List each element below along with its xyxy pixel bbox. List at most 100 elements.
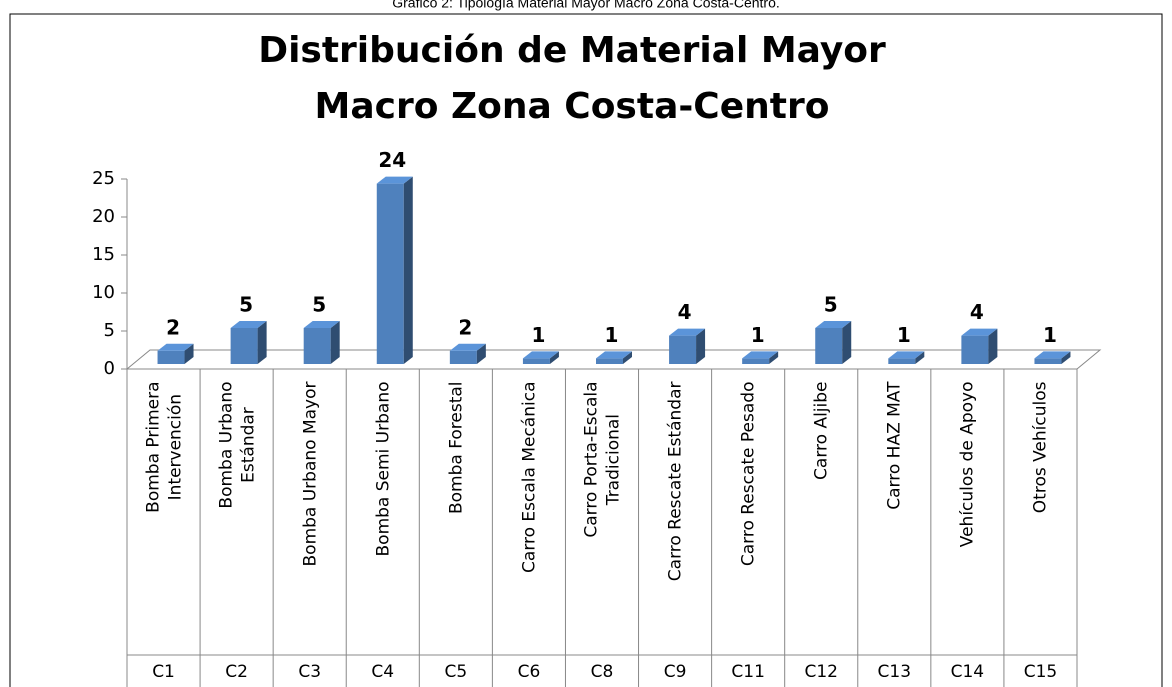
- category-code: C4: [371, 662, 394, 682]
- bar-face: [330, 321, 340, 364]
- bar: [669, 328, 706, 364]
- y-tick-label: 15: [92, 244, 115, 265]
- y-tick-label: 10: [92, 282, 115, 303]
- x-tick-label: Carro Aljibe: [811, 381, 832, 480]
- data-label: 1: [1043, 323, 1057, 347]
- bar-face: [842, 321, 852, 364]
- bar: [157, 343, 194, 364]
- y-tick-label: 5: [104, 320, 115, 341]
- category-code: C2: [225, 662, 248, 682]
- x-tick-label: Vehículos de Apoyo: [957, 381, 978, 547]
- bar-face: [522, 358, 550, 364]
- bar-face: [230, 328, 258, 364]
- bar-face: [988, 328, 998, 364]
- bar-face: [742, 351, 779, 359]
- bar-face: [157, 343, 194, 351]
- bar-face: [961, 328, 998, 336]
- bar: [961, 328, 998, 364]
- bar: [888, 351, 925, 364]
- chart-title: Distribución de Material Mayor: [258, 30, 886, 71]
- bar-face: [403, 176, 413, 364]
- y-tick-label: 0: [104, 358, 115, 379]
- bar: [1034, 351, 1071, 364]
- data-label: 5: [239, 293, 253, 317]
- x-tick-label: Carro Rescate Estándar: [665, 381, 686, 581]
- bar-face: [303, 328, 331, 364]
- bar-face: [1034, 351, 1071, 359]
- data-label: 5: [824, 293, 838, 317]
- bar-face: [888, 351, 925, 359]
- bar-face: [549, 351, 559, 364]
- bar-face: [230, 321, 267, 328]
- category-code: C8: [591, 662, 614, 682]
- x-tick-label: Bomba Urbano Estándar: [215, 381, 258, 509]
- bar: [596, 351, 632, 364]
- x-tick-label: Otros Vehículos: [1030, 381, 1051, 513]
- bar-face: [696, 328, 706, 364]
- bar: [376, 176, 413, 364]
- bar-face: [257, 321, 267, 364]
- floor: [125, 349, 1102, 370]
- x-tick-label: Bomba Semi Urbano: [372, 381, 393, 556]
- bar: [815, 321, 852, 364]
- category-code: C13: [878, 662, 912, 682]
- category-code: C12: [804, 662, 838, 682]
- category-code: C15: [1024, 662, 1058, 682]
- bar-face: [623, 351, 632, 364]
- chart-border: [9, 13, 1163, 687]
- data-label: 4: [970, 300, 984, 324]
- data-label: 1: [897, 323, 911, 347]
- category-code: C6: [518, 662, 541, 682]
- bar-face: [376, 183, 404, 364]
- y-tick-label: 20: [92, 206, 115, 227]
- data-label: 2: [458, 315, 472, 339]
- bar: [449, 343, 486, 364]
- chart-title: Macro Zona Costa-Centro: [315, 86, 830, 127]
- x-tick-label: Bomba Primera Intervención: [142, 381, 185, 513]
- x-tick-label: Bomba Forestal: [445, 381, 466, 514]
- bar-face: [596, 351, 632, 359]
- data-label: 2: [166, 315, 180, 339]
- bar-face: [669, 328, 706, 336]
- bar-face: [915, 351, 925, 364]
- bar-face: [769, 351, 779, 364]
- data-label: 1: [531, 323, 545, 347]
- bar-face: [522, 351, 559, 359]
- bar-face: [888, 358, 916, 364]
- bar: [522, 351, 559, 364]
- bar-face: [184, 343, 194, 364]
- x-tick-label: Carro Rescate Pesado: [738, 381, 759, 566]
- bar-face: [961, 335, 989, 364]
- x-tick-label: Carro Porta-Escala Tradicional: [581, 381, 623, 538]
- bar-face: [742, 358, 770, 364]
- category-code: C14: [951, 662, 985, 682]
- caption: Gráfico 2: Tipología Material Mayor Macr…: [392, 0, 780, 11]
- bar: [303, 321, 340, 364]
- data-label: 1: [605, 323, 619, 347]
- data-label: 4: [678, 300, 692, 324]
- bar-face: [596, 358, 623, 364]
- bar-face: [1061, 351, 1071, 364]
- bar-face: [815, 321, 852, 328]
- bar-face: [376, 176, 413, 184]
- category-code: C3: [298, 662, 321, 682]
- bar: [742, 351, 779, 364]
- x-tick-label: Carro Escala Mecánica: [518, 381, 539, 573]
- bar-face: [449, 343, 486, 351]
- bar: [230, 321, 267, 364]
- x-tick-label: Carro HAZ MAT: [884, 381, 905, 510]
- category-code: C5: [445, 662, 468, 682]
- y-tick-label: 25: [92, 168, 115, 189]
- bar-face: [157, 350, 185, 364]
- category-code: C1: [152, 662, 175, 682]
- bar-face: [303, 321, 340, 328]
- x-tick-label: Bomba Urbano Mayor: [299, 381, 320, 566]
- bar-face: [669, 335, 697, 364]
- bar-face: [449, 350, 477, 364]
- category-code: C9: [664, 662, 687, 682]
- data-label: 1: [751, 323, 765, 347]
- category-code: C11: [731, 662, 765, 682]
- bar-face: [476, 343, 486, 364]
